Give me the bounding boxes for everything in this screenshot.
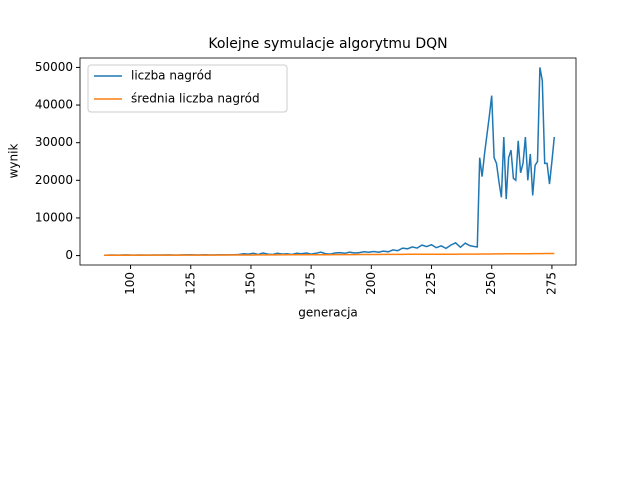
chart-title: Kolejne symulacje algorytmu DQN: [208, 36, 447, 52]
x-tick-label: 125: [183, 272, 197, 295]
legend-label: liczba nagród: [131, 69, 212, 83]
y-tick-label: 30000: [35, 135, 73, 149]
x-tick-label: 100: [123, 272, 137, 295]
x-tick-label: 175: [304, 272, 318, 295]
plot-frame: [79, 57, 577, 266]
legend-label: średnia liczba nagród: [131, 92, 260, 106]
x-axis-label: generacja: [298, 306, 358, 320]
y-tick-label: 40000: [35, 98, 73, 112]
y-tick-label: 10000: [35, 210, 73, 224]
x-tick-label: 250: [484, 272, 498, 295]
x-tick-label: 200: [364, 272, 378, 295]
x-tick-label: 150: [243, 272, 257, 295]
y-tick-label: 50000: [35, 60, 73, 74]
series-line: [104, 252, 555, 256]
y-axis-label: wynik: [7, 144, 21, 179]
legend-box: [87, 64, 288, 113]
x-tick-label: 275: [544, 272, 558, 295]
y-tick-label: 20000: [35, 173, 73, 187]
x-tick-label: 225: [424, 272, 438, 295]
y-tick-label: 0: [65, 248, 73, 262]
